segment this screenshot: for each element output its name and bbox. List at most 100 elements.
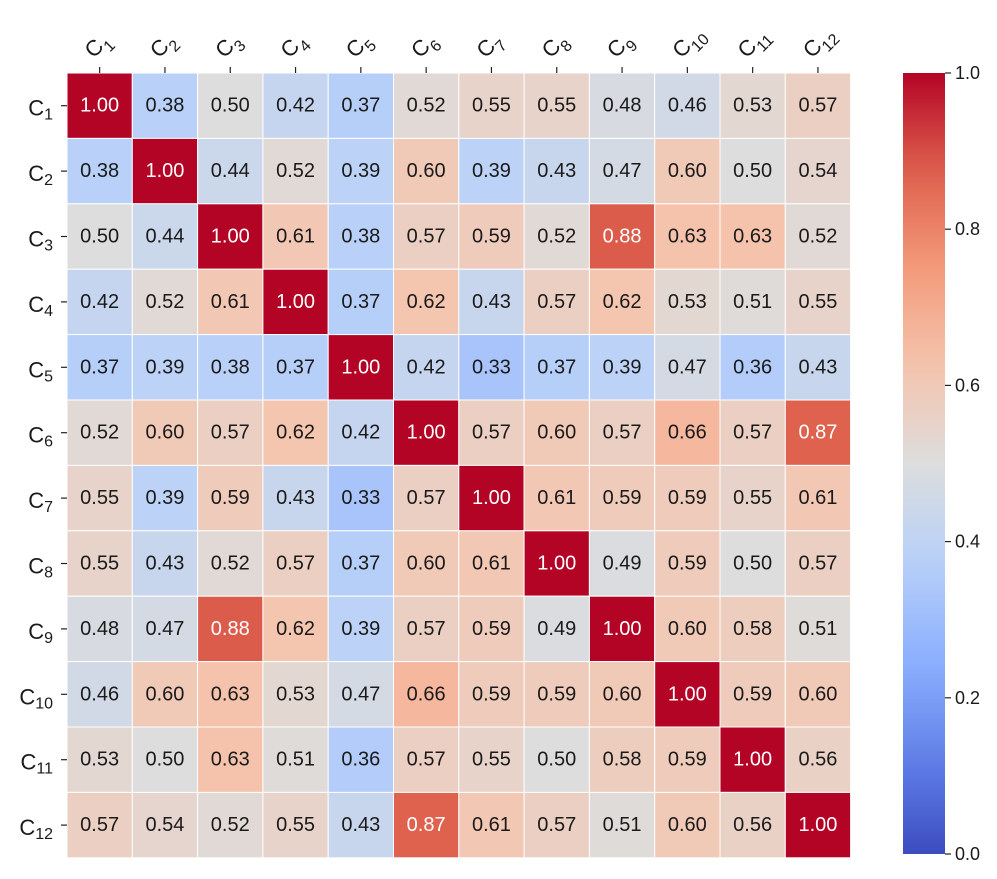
cell-value-9-3: 0.88 [211, 618, 250, 640]
cell-value-10-4: 0.53 [276, 683, 315, 705]
heatmap-cell-4-4 [262, 268, 329, 336]
heatmap-cell-12-6 [393, 791, 460, 859]
heatmap-cell-10-5 [327, 661, 395, 728]
cell-value-4-1: 0.42 [80, 291, 119, 313]
col-tick-label-12: C12 [798, 21, 844, 67]
col-tick-label-10: C10 [667, 21, 713, 67]
cell-value-10-10: 1.00 [668, 683, 707, 705]
heatmap-cell-7-2 [131, 464, 199, 532]
cell-value-5-1: 0.37 [80, 356, 119, 378]
cell-value-4-3: 0.61 [211, 291, 250, 313]
cell-value-12-1: 0.57 [80, 814, 119, 836]
colorbar-tick-label-3: 0.6 [955, 375, 980, 395]
cell-value-6-6: 1.00 [407, 422, 446, 444]
heatmap-cell-11-4 [262, 726, 329, 793]
cell-value-1-5: 0.37 [341, 95, 380, 117]
cell-value-12-10: 0.60 [668, 814, 707, 836]
cell-value-7-11: 0.55 [733, 487, 772, 509]
cell-value-12-12: 1.00 [798, 814, 837, 836]
cell-value-5-12: 0.43 [798, 356, 837, 378]
cell-value-4-6: 0.62 [407, 291, 446, 313]
heatmap-cell-11-1 [66, 726, 133, 793]
heatmap-cell-12-10 [654, 791, 721, 859]
row-tick-label-12: C12 [19, 815, 53, 843]
heatmap-cell-10-10 [654, 661, 721, 728]
heatmap-cell-3-12 [784, 203, 852, 270]
cell-value-12-9: 0.51 [603, 814, 642, 836]
heatmap-cell-2-11 [719, 137, 786, 205]
cell-value-11-5: 0.36 [341, 749, 380, 771]
heatmap-cell-8-3 [197, 530, 264, 597]
heatmap-cell-7-12 [784, 464, 852, 532]
heatmap-cell-11-11 [719, 726, 786, 793]
heatmap-cell-9-1 [66, 595, 133, 663]
cell-value-10-3: 0.63 [211, 683, 250, 705]
heatmap-cell-10-7 [458, 661, 525, 728]
heatmap-cell-8-7 [458, 530, 525, 597]
heatmap-cell-7-6 [393, 464, 460, 532]
cell-value-9-1: 0.48 [80, 618, 119, 640]
heatmap-cell-5-2 [131, 334, 199, 401]
heatmap-cell-4-1 [66, 268, 133, 336]
cell-value-3-8: 0.52 [537, 226, 576, 248]
cell-value-9-6: 0.57 [407, 618, 446, 640]
cell-value-2-2: 1.00 [145, 160, 184, 182]
heatmap-cell-7-5 [327, 464, 395, 532]
colorbar-tick-label-4: 0.8 [955, 219, 980, 239]
cell-value-4-5: 0.37 [341, 291, 380, 313]
cell-value-11-6: 0.57 [407, 749, 446, 771]
cell-value-1-3: 0.50 [211, 95, 250, 117]
heatmap-cell-labels: 1.00 0.38 0.50 0.42 0.37 0.52 0.55 0.55 0.48 0.46… [80, 95, 837, 836]
col-tick-label-6: C6 [406, 27, 446, 67]
cell-value-8-1: 0.55 [80, 553, 119, 575]
row-tick-label-7: C7 [28, 488, 53, 516]
heatmap-cell-4-3 [197, 268, 264, 336]
heatmap-cell-8-12 [784, 530, 852, 597]
heatmap-cell-11-12 [784, 726, 852, 793]
col-tick-label-11: C11 [733, 22, 778, 67]
cell-value-4-11: 0.51 [733, 291, 772, 313]
col-tick-label-4: C4 [275, 27, 315, 67]
cell-value-4-2: 0.52 [145, 291, 184, 313]
heatmap-cell-4-6 [393, 268, 460, 336]
cell-value-5-10: 0.47 [668, 356, 707, 378]
cell-value-8-7: 0.61 [472, 553, 511, 575]
colorbar-tick-label-0: 0.0 [955, 844, 980, 864]
heatmap-cell-2-10 [654, 137, 721, 205]
cell-value-7-8: 0.61 [537, 487, 576, 509]
heatmap-cell-9-11 [719, 595, 786, 663]
heatmap-cell-5-11 [719, 334, 786, 401]
heatmap-cell-6-10 [654, 399, 721, 466]
cell-value-2-8: 0.43 [537, 160, 576, 182]
cell-value-1-9: 0.48 [603, 95, 642, 117]
cell-value-6-12: 0.87 [798, 422, 837, 444]
heatmap-cell-3-5 [327, 203, 395, 270]
cell-value-6-9: 0.57 [603, 422, 642, 444]
heatmap-cell-9-12 [784, 595, 852, 663]
cell-value-4-9: 0.62 [603, 291, 642, 313]
col-tick-label-3: C3 [210, 27, 250, 67]
heatmap-cell-4-9 [588, 268, 656, 336]
cell-value-4-7: 0.43 [472, 291, 511, 313]
heatmap-cell-3-4 [262, 203, 329, 270]
cell-value-9-12: 0.51 [798, 618, 837, 640]
heatmap-cell-2-8 [523, 137, 590, 205]
heatmap-cell-9-8 [523, 595, 590, 663]
cell-value-1-1: 1.00 [80, 95, 119, 117]
cell-value-9-7: 0.59 [472, 618, 511, 640]
cell-value-10-7: 0.59 [472, 683, 511, 705]
cell-value-1-10: 0.46 [668, 95, 707, 117]
cell-value-8-8: 1.00 [537, 553, 576, 575]
cell-value-6-4: 0.62 [276, 422, 315, 444]
cell-value-7-2: 0.39 [145, 487, 184, 509]
cell-value-2-5: 0.39 [341, 160, 380, 182]
heatmap-cell-7-3 [197, 464, 264, 532]
cell-value-5-2: 0.39 [145, 356, 184, 378]
cell-value-11-1: 0.53 [80, 749, 119, 771]
cell-value-8-3: 0.52 [211, 553, 250, 575]
cell-value-6-8: 0.60 [537, 422, 576, 444]
cell-value-8-5: 0.37 [341, 553, 380, 575]
cell-value-10-11: 0.59 [733, 683, 772, 705]
cell-value-11-2: 0.50 [145, 749, 184, 771]
cell-value-6-10: 0.66 [668, 422, 707, 444]
